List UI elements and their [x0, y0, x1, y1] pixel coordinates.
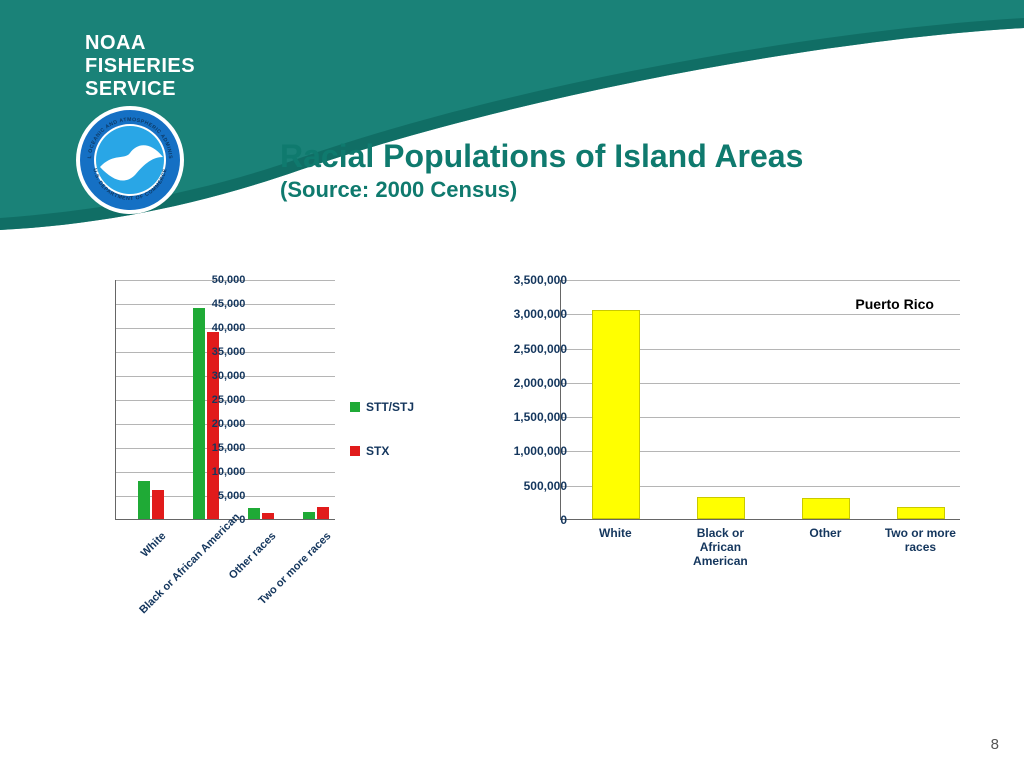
y-axis-label: 2,500,000 [497, 342, 567, 356]
brand-line: SERVICE [85, 78, 195, 101]
bar [802, 498, 850, 519]
bar-group [131, 481, 171, 519]
x-axis-label: Two or more races [875, 526, 965, 554]
y-axis-label: 3,000,000 [497, 307, 567, 321]
y-axis-label: 1,000,000 [497, 444, 567, 458]
brand-text: NOAA FISHERIES SERVICE [85, 32, 195, 101]
bar-group [296, 507, 336, 519]
legend-label: STX [366, 444, 389, 458]
bar [152, 490, 164, 519]
slide-title: Racial Populations of Island Areas [280, 138, 803, 175]
y-axis-label: 15,000 [190, 442, 245, 454]
bar [897, 507, 945, 519]
bar [248, 508, 260, 519]
y-axis-label: 30,000 [190, 370, 245, 382]
bar [193, 308, 205, 519]
y-axis-label: 2,000,000 [497, 376, 567, 390]
y-axis-label: 3,500,000 [497, 273, 567, 287]
y-axis-label: 20,000 [190, 418, 245, 430]
legend-label: STT/STJ [366, 400, 414, 414]
brand-line: FISHERIES [85, 55, 195, 78]
y-axis-label: 45,000 [190, 298, 245, 310]
charts-row: STT/STJ STX 0 5,000 10,000 15,000 20,000 25,00… [55, 270, 975, 690]
chart-pr: Puerto Rico 0 500,000 1,000,000 1,500,000 2,… [490, 270, 975, 690]
bar-group [186, 308, 226, 519]
legend-item: STT/STJ [350, 400, 414, 414]
y-axis-label: 50,000 [190, 274, 245, 286]
legend-item: STX [350, 444, 414, 458]
bar [317, 507, 329, 519]
brand-line: NOAA [85, 32, 195, 55]
y-axis-label: 40,000 [190, 322, 245, 334]
x-axis-label: Other [780, 526, 870, 540]
slide-subtitle: (Source: 2000 Census) [280, 177, 803, 203]
bar [303, 512, 315, 519]
page-number: 8 [991, 736, 999, 753]
chart-usvi-legend: STT/STJ STX [350, 400, 414, 488]
y-axis-label: 5,000 [190, 490, 245, 502]
chart-usvi: STT/STJSTX 05,00010,00015,00020,00025,00… [55, 270, 470, 690]
bar [262, 513, 274, 519]
y-axis-label: 500,000 [497, 479, 567, 493]
bar [592, 310, 640, 519]
chart-pr-plot [560, 280, 960, 520]
slide: NOAA FISHERIES SERVICE NATIONAL OCEANIC … [0, 0, 1024, 768]
gridline [561, 280, 960, 281]
bar-group [241, 508, 281, 519]
y-axis-label: 1,500,000 [497, 410, 567, 424]
legend-swatch [350, 402, 360, 412]
y-axis-label: 35,000 [190, 346, 245, 358]
x-axis-label: Black or African American [675, 526, 765, 568]
bar [697, 497, 745, 519]
y-axis-label: 25,000 [190, 394, 245, 406]
title-block: Racial Populations of Island Areas (Sour… [280, 138, 803, 203]
x-axis-label: White [570, 526, 660, 540]
legend-swatch [350, 446, 360, 456]
noaa-logo-icon: NATIONAL OCEANIC AND ATMOSPHERIC ADMINIS… [75, 105, 185, 215]
chart-pr-legend: Puerto Rico [855, 296, 934, 312]
y-axis-label: 0 [497, 513, 567, 527]
bar [138, 481, 150, 519]
y-axis-label: 10,000 [190, 466, 245, 478]
